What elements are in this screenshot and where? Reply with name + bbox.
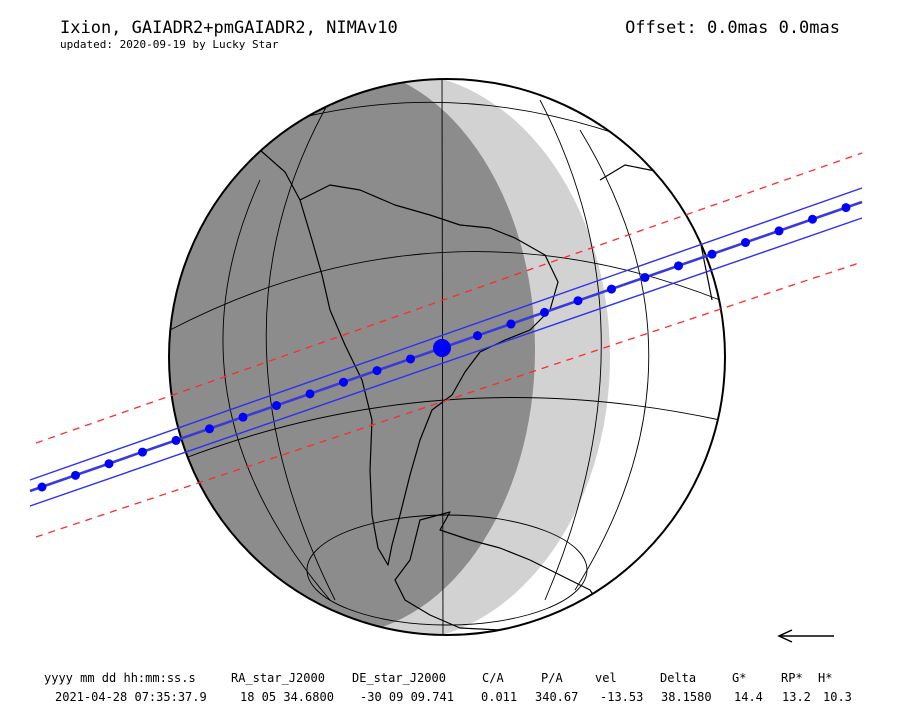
time-marker — [406, 354, 415, 364]
value-cell-6: 38.1580 — [661, 690, 712, 704]
header-cell-5: vel — [595, 671, 617, 685]
shadow-limit-north — [29, 187, 863, 481]
time-marker — [707, 249, 717, 259]
time-marker — [774, 226, 784, 236]
time-marker — [138, 447, 147, 457]
time-marker — [607, 284, 616, 294]
time-marker — [741, 238, 750, 248]
time-marker — [205, 424, 214, 434]
map-title: Ixion, GAIADR2+pmGAIADR2, NIMAv10 — [60, 18, 398, 38]
value-cell-2: -30 09 09.741 — [360, 690, 454, 704]
globe-outline — [168, 78, 726, 636]
time-marker — [104, 459, 114, 469]
value-cell-9: 10.3 — [823, 690, 852, 704]
header-cell-9: H* — [818, 671, 833, 685]
time-marker — [305, 389, 315, 399]
header-cell-7: G* — [732, 671, 747, 685]
header-cell-8: RP* — [781, 671, 803, 685]
night-side — [169, 79, 535, 635]
value-cell-1: 18 05 34.6800 — [240, 690, 334, 704]
value-cell-5: -13.53 — [600, 690, 644, 704]
time-marker — [473, 331, 482, 341]
time-marker — [640, 272, 650, 282]
time-marker — [573, 296, 583, 306]
time-marker — [674, 261, 683, 271]
map-subtitle: updated: 2020-09-19 by Lucky Star — [60, 38, 279, 51]
header-cell-4: P/A — [541, 671, 563, 685]
value-cell-8: 13.2 — [782, 690, 811, 704]
header-cell-0: yyyy mm dd hh:mm:ss.s — [44, 671, 196, 685]
header-cell-1: RA_star_J2000 — [231, 671, 325, 685]
left-arrow-icon — [777, 629, 834, 643]
time-marker — [272, 401, 281, 411]
time-marker — [71, 470, 80, 480]
time-marker — [238, 412, 248, 422]
time-marker — [540, 307, 549, 317]
error-limits — [35, 152, 863, 538]
time-marker — [372, 366, 382, 376]
time-marker — [171, 435, 181, 445]
value-cell-7: 14.4 — [734, 690, 763, 704]
value-cell-4: 340.67 — [535, 690, 579, 704]
south-america-outline — [299, 184, 559, 566]
header-cell-3: C/A — [482, 671, 504, 685]
header-cell-2: DE_star_J2000 — [352, 671, 446, 685]
time-marker — [506, 319, 516, 329]
closest-approach-marker — [433, 339, 451, 357]
time-markers — [37, 203, 851, 492]
time-marker — [808, 214, 817, 224]
time-marker — [37, 482, 47, 492]
error-limit-south — [35, 261, 863, 538]
value-cell-3: 0.011 — [481, 690, 518, 704]
error-limit-north — [35, 152, 863, 444]
north-america-outline — [199, 91, 341, 111]
value-cell-0: 2021-04-28 07:35:37.9 — [55, 690, 207, 704]
time-marker — [841, 203, 851, 213]
shadow-limit-south — [29, 217, 863, 507]
time-marker — [339, 377, 348, 387]
offset-label: Offset: 0.0mas 0.0mas — [625, 18, 840, 38]
header-cell-6: Delta — [660, 671, 697, 685]
